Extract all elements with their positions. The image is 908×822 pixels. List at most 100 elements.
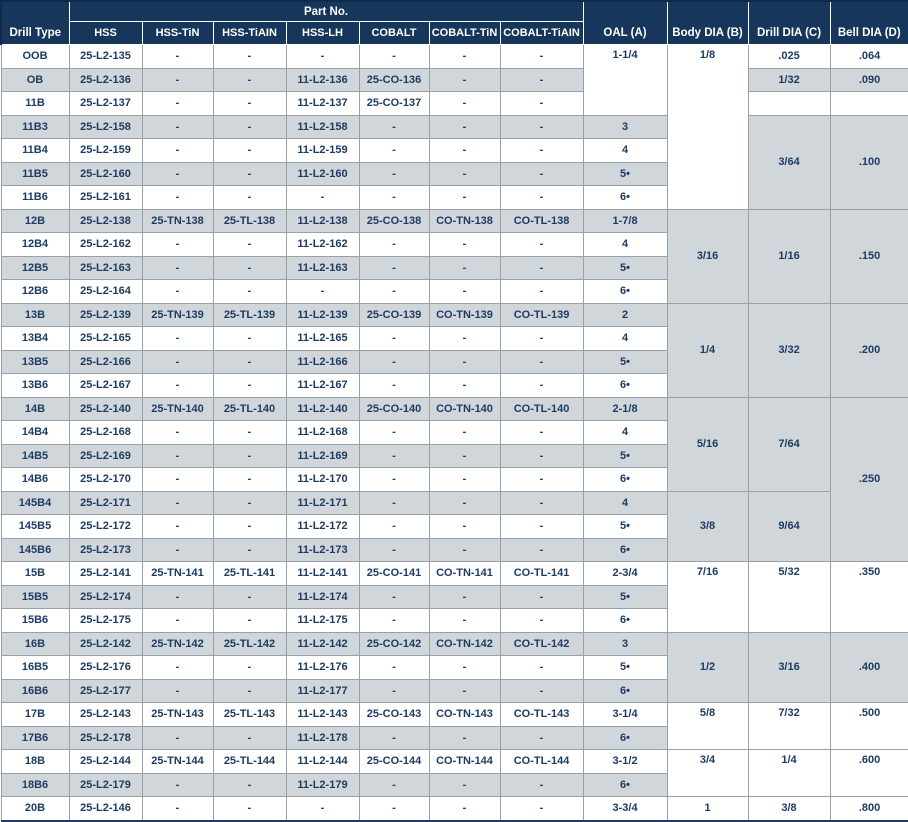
cell-part: - xyxy=(499,678,584,703)
cell-drill-type: 12B xyxy=(0,208,70,233)
cell-body-dia: 1/4 xyxy=(666,302,749,398)
cell-drill-type: 20B xyxy=(0,796,70,821)
cell-drill-dia: 9/64 xyxy=(747,490,831,562)
cell-part: - xyxy=(358,44,430,69)
cell-part: - xyxy=(358,537,430,562)
cell-drill-type: 15B6 xyxy=(0,608,70,633)
cell-oal: 4 xyxy=(582,326,668,351)
cell-part: - xyxy=(212,349,287,374)
table-row: 13B5 25-L2-166- -11-L2-166- - -5• xyxy=(0,349,908,374)
cell-oal: 5• xyxy=(582,161,668,186)
cell-part: 11-L2-162 xyxy=(285,232,360,257)
cell-part: 11-L2-168 xyxy=(285,420,360,445)
cell-part: - xyxy=(428,255,501,280)
cell-drill-dia: 3/64 xyxy=(747,114,831,210)
cell-part: 11-L2-137 xyxy=(285,91,360,116)
cell-oal: 1-7/8 xyxy=(582,208,668,233)
cell-bell-dia: .200 xyxy=(829,302,908,398)
cell-part: CO-TN-139 xyxy=(428,302,501,327)
cell-part: CO-TN-143 xyxy=(428,702,501,727)
cell-part: 25-TN-139 xyxy=(141,302,214,327)
cell-part: 25-TN-141 xyxy=(141,561,214,586)
cell-drill-dia: 1/32 xyxy=(747,67,831,92)
cell-drill-type: 13B5 xyxy=(0,349,70,374)
cell-part: 11-L2-174 xyxy=(285,584,360,609)
cell-part: - xyxy=(358,608,430,633)
header-row-partno: Drill Type Part No. OAL (A) Body DIA (B)… xyxy=(0,0,908,45)
cell-part: - xyxy=(428,420,501,445)
table-row: 15B5 25-L2-174- -11-L2-174- - -5• xyxy=(0,584,908,609)
cell-part: - xyxy=(212,420,287,445)
header-part-col-hss-tiain: HSS-TiAIN xyxy=(212,21,287,45)
cell-part: 25-L2-162 xyxy=(68,232,143,257)
cell-bell-dia: .064 xyxy=(829,44,908,69)
cell-part: - xyxy=(141,255,214,280)
cell-part: - xyxy=(141,161,214,186)
cell-part: 11-L2-169 xyxy=(285,443,360,468)
cell-part: 25-TL-141 xyxy=(212,561,287,586)
cell-part: 25-CO-144 xyxy=(358,749,430,774)
cell-part: - xyxy=(499,91,584,116)
cell-part: 25-CO-136 xyxy=(358,67,430,92)
cell-part: 25-L2-178 xyxy=(68,725,143,750)
cell-part: - xyxy=(141,91,214,116)
cell-part: 25-L2-161 xyxy=(68,185,143,210)
cell-part: - xyxy=(285,279,360,304)
cell-part: - xyxy=(499,467,584,492)
cell-part: - xyxy=(499,279,584,304)
cell-part: - xyxy=(428,725,501,750)
cell-part: 25-L2-160 xyxy=(68,161,143,186)
cell-drill-type: 14B5 xyxy=(0,443,70,468)
cell-part: - xyxy=(285,44,360,69)
cell-part: CO-TN-144 xyxy=(428,749,501,774)
cell-part: - xyxy=(141,349,214,374)
cell-oal: 6• xyxy=(582,772,668,797)
cell-part: 25-L2-142 xyxy=(68,631,143,656)
cell-oal: 3-1/4 xyxy=(582,702,668,727)
cell-part: - xyxy=(428,584,501,609)
cell-drill-type: 12B5 xyxy=(0,255,70,280)
cell-body-dia: 1/8 xyxy=(666,44,749,210)
cell-part: 25-L2-172 xyxy=(68,514,143,539)
cell-part: - xyxy=(212,326,287,351)
cell-part: 11-L2-142 xyxy=(285,631,360,656)
cell-part: - xyxy=(358,490,430,515)
cell-drill-type: 11B6 xyxy=(0,185,70,210)
cell-part: - xyxy=(212,514,287,539)
cell-oal: 2 xyxy=(582,302,668,327)
cell-part: - xyxy=(428,490,501,515)
cell-body-dia: 1/2 xyxy=(666,631,749,703)
table-row: 16B 25-L2-142 25-TN-142 25-TL-142 11-L2-142 2… xyxy=(0,631,908,703)
cell-part: - xyxy=(499,349,584,374)
cell-part: - xyxy=(212,138,287,163)
cell-part: - xyxy=(499,608,584,633)
cell-part: - xyxy=(428,44,501,69)
cell-part: 11-L2-167 xyxy=(285,373,360,398)
cell-part: - xyxy=(141,537,214,562)
cell-oal: 4 xyxy=(582,232,668,257)
cell-drill-type: 145B4 xyxy=(0,490,70,515)
cell-part: 25-L2-141 xyxy=(68,561,143,586)
cell-part: 25-CO-139 xyxy=(358,302,430,327)
cell-part: 25-TN-138 xyxy=(141,208,214,233)
cell-part: CO-TL-144 xyxy=(499,749,584,774)
cell-part: - xyxy=(428,326,501,351)
cell-drill-dia: 1/4 xyxy=(747,749,831,797)
cell-part: 11-L2-144 xyxy=(285,749,360,774)
cell-drill-type: 11B3 xyxy=(0,114,70,139)
cell-part: - xyxy=(141,138,214,163)
table-row: 13B4 25-L2-165- -11-L2-165- - -4 xyxy=(0,326,908,351)
cell-bell-dia: .600 xyxy=(829,749,908,797)
cell-body-dia: 3/8 xyxy=(666,490,749,562)
header-drill-dia: Drill DIA (C) xyxy=(747,0,831,45)
cell-part: - xyxy=(358,279,430,304)
cell-part: 11-L2-171 xyxy=(285,490,360,515)
table-row: 14B5 25-L2-169- -11-L2-169- - -5• xyxy=(0,443,908,468)
cell-drill-type: 17B xyxy=(0,702,70,727)
cell-oal: 2-3/4 xyxy=(582,561,668,586)
cell-part: - xyxy=(212,373,287,398)
cell-oal: 3 xyxy=(582,631,668,656)
cell-part: - xyxy=(358,796,430,821)
cell-part: - xyxy=(428,279,501,304)
cell-part: 25-TL-144 xyxy=(212,749,287,774)
